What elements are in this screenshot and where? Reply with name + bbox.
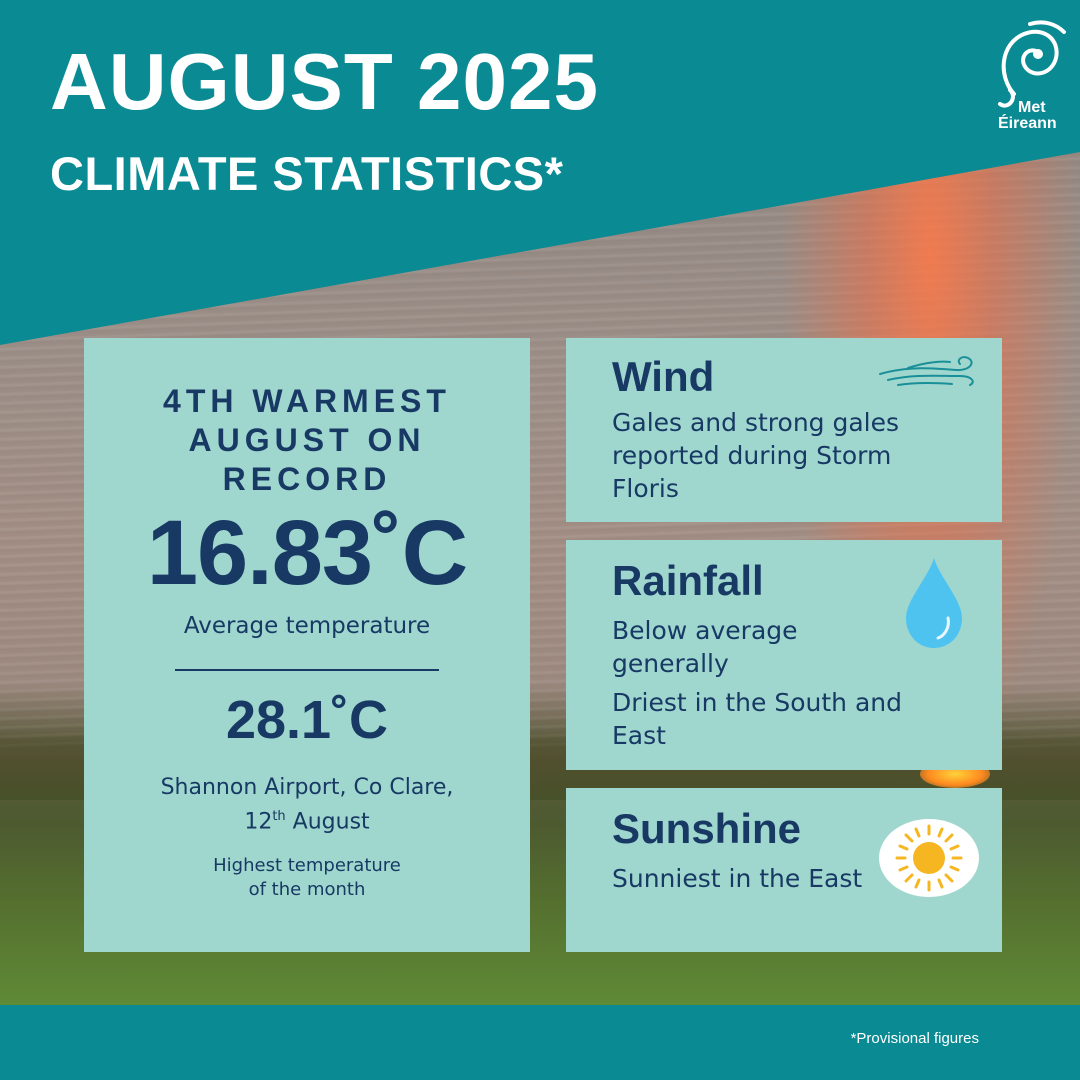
rainfall-text-2: Driest in the South and East (612, 688, 902, 750)
divider (175, 669, 439, 671)
max-label-line2: of the month (248, 879, 366, 901)
warmest-headline: 4TH WARMEST AUGUST ON RECORD (163, 383, 451, 497)
logo-met-text: Met (1018, 99, 1046, 116)
sun-icon (879, 819, 979, 897)
provisional-footnote: *Provisional figures (850, 1030, 979, 1047)
max-location-text: Shannon Airport, Co Clare, (160, 775, 454, 800)
footer-bar (0, 1005, 1080, 1080)
average-temperature-value: 16.83˚C (146, 502, 468, 604)
logo-eireann-text: Éireann (998, 115, 1057, 132)
wind-text: Gales and strong gales reported during S… (612, 408, 900, 503)
wind-card: Wind Gales and strong gales reported dur… (566, 338, 1002, 522)
max-temperature-value: 28.1˚C (225, 690, 389, 750)
rainfall-card: Rainfall Below average generally Driest … (566, 540, 1002, 770)
raindrop-icon (906, 558, 962, 648)
wind-icon (879, 356, 974, 386)
max-temperature-location: Shannon Airport, Co Clare, 12th August (84, 773, 530, 836)
max-temperature-label: Highest temperature of the month (84, 854, 530, 902)
max-day-suffix: th (272, 809, 286, 824)
temperature-card: 4TH WARMEST AUGUST ON RECORD 16.83˚C Ave… (84, 338, 530, 952)
max-day: 12 (244, 809, 273, 835)
rainfall-title: Rainfall (612, 557, 764, 604)
max-date: 12th August (84, 802, 530, 836)
wind-title: Wind (612, 353, 715, 400)
max-label-line1: Highest temperature (213, 855, 401, 877)
average-temperature-label: Average temperature (183, 613, 431, 639)
max-month: August (285, 809, 370, 835)
sunshine-text: Sunniest in the East (612, 864, 863, 893)
met-eireann-swirl-icon (998, 20, 1066, 108)
rainfall-text-1: Below average generally (612, 616, 798, 678)
diagonal-banner (0, 0, 1080, 1005)
page-subtitle: CLIMATE STATISTICS* (50, 147, 564, 200)
sunshine-card: Sunshine Sunniest in the East (566, 788, 1002, 952)
page-title: AUGUST 2025 (50, 37, 599, 126)
sunshine-title: Sunshine (612, 805, 802, 852)
